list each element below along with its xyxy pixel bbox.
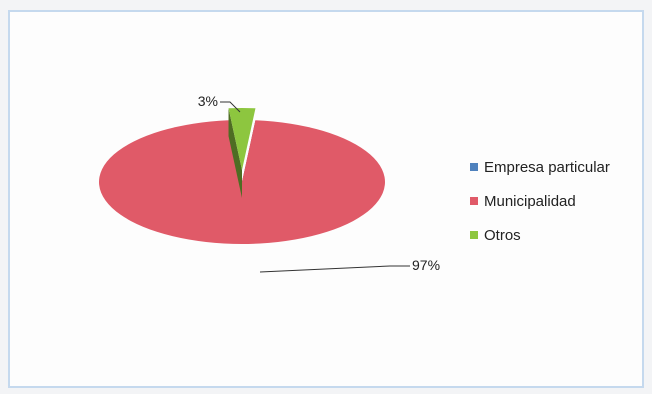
legend-label-otros: Otros [484, 226, 521, 244]
legend-swatch-empresa-particular [470, 163, 478, 171]
legend-label-empresa-particular: Empresa particular [484, 158, 610, 176]
legend-item-empresa-particular: Empresa particular [470, 150, 640, 184]
leader-line-otros [220, 101, 241, 113]
leader-line-municipalidad [259, 265, 410, 273]
data-label-municipalidad: 97% [412, 257, 440, 273]
legend-label-municipalidad: Municipalidad [484, 192, 576, 210]
data-label-otros: 3% [198, 93, 218, 109]
pie-slice-otros [228, 108, 256, 170]
legend: Empresa particular Municipalidad Otros [470, 150, 640, 252]
label-group: 97% 3% [198, 93, 440, 273]
pie-group [98, 108, 385, 245]
legend-item-otros: Otros [470, 218, 640, 252]
legend-swatch-otros [470, 231, 478, 239]
legend-swatch-municipalidad [470, 197, 478, 205]
pie-wall-otros [228, 108, 242, 198]
legend-item-municipalidad: Municipalidad [470, 184, 640, 218]
